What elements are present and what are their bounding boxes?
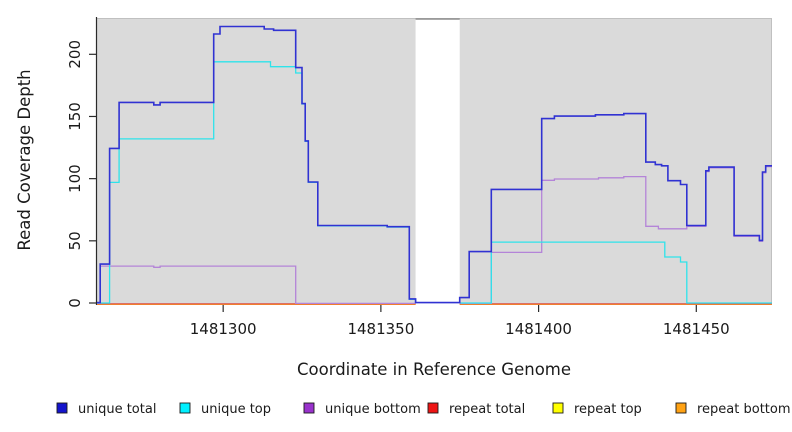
x-tick-label: 1481300 <box>190 320 257 338</box>
legend-swatch-unique-total <box>56 402 68 414</box>
plot-background-right <box>459 18 772 305</box>
legend-swatch-repeat-bottom <box>675 402 687 414</box>
x-tick-label: 1481400 <box>505 320 572 338</box>
legend-swatch-repeat-top <box>552 402 564 414</box>
legend-swatch-unique-bottom <box>303 402 315 414</box>
legend-label-unique-bottom: unique bottom <box>325 402 421 417</box>
series-unique-total-line <box>97 25 772 304</box>
legend-label-unique-total: unique total <box>78 402 156 417</box>
legend: unique total unique top unique bottom repea… <box>56 402 791 417</box>
legend-swatch-repeat-total <box>427 402 439 414</box>
y-tick-label: 0 <box>66 298 84 308</box>
legend-label-repeat-total: repeat total <box>449 402 525 417</box>
legend-label-unique-top: unique top <box>201 402 271 417</box>
legend-label-repeat-top: repeat top <box>574 402 642 417</box>
series-unique-top-line <box>459 241 772 304</box>
y-tick-label: 200 <box>66 40 84 69</box>
y-axis-title: Read Coverage Depth <box>15 69 34 250</box>
y-tick-label: 50 <box>66 231 84 250</box>
legend-label-repeat-bottom: repeat bottom <box>697 402 791 417</box>
x-axis-title: Coordinate in Reference Genome <box>297 360 571 379</box>
y-tick-label: 150 <box>66 102 84 131</box>
legend-swatch-unique-top <box>179 402 191 414</box>
plot-background-left <box>97 18 416 305</box>
x-tick-label: 1481350 <box>347 320 414 338</box>
x-tick-label: 1481450 <box>663 320 730 338</box>
y-tick-label: 100 <box>66 164 84 193</box>
